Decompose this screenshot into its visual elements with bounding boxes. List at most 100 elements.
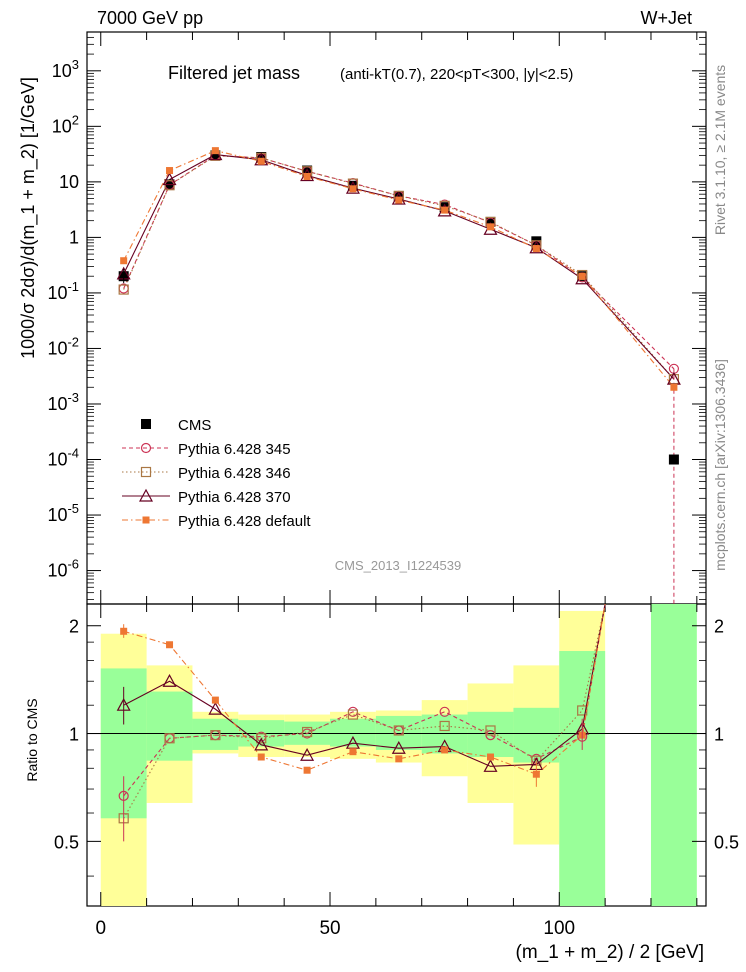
point-pdef xyxy=(532,245,540,253)
main-series-layer xyxy=(116,147,681,604)
legend-label-p370: Pythia 6.428 370 xyxy=(178,489,291,506)
ratio-point-p346 xyxy=(210,730,221,741)
ratio-y-axis-label: Ratio to CMS xyxy=(24,698,40,781)
point-pdef xyxy=(211,147,219,155)
ratio-band-green xyxy=(146,691,193,761)
ratio-point-pdef xyxy=(303,766,311,774)
ratio-point-pdef xyxy=(441,746,449,754)
ratio-y-tick-label-left: 1 xyxy=(69,725,79,745)
main-y-tick-label: 10-3 xyxy=(47,390,79,414)
main-y-tick-label: 103 xyxy=(52,57,79,81)
legend-label-pdef: Pythia 6.428 default xyxy=(178,513,311,530)
ratio-plot-frame xyxy=(86,603,707,907)
point-pdef xyxy=(349,185,357,193)
ratio-y-tick-label-left: 0.5 xyxy=(54,832,79,852)
main-y-tick-label: 10-2 xyxy=(47,334,79,358)
ratio-point-p345 xyxy=(439,706,450,717)
ratio-band-green xyxy=(559,651,606,906)
ratio-band-green-last-bin xyxy=(650,604,697,906)
ratio-line-p345 xyxy=(123,603,606,797)
legend-marker-pdef xyxy=(142,516,150,524)
point-p370 xyxy=(162,172,177,186)
ratio-point-p346 xyxy=(439,720,450,732)
point-pdef xyxy=(486,223,494,231)
ratio-point-p370 xyxy=(300,747,315,761)
point-CMS xyxy=(393,191,404,202)
legend: CMS Pythia 6.428 345 Pythia 6.428 346 Pythi… xyxy=(122,417,311,530)
main-y-tick-label: 10 xyxy=(59,172,79,192)
series-line-p346 xyxy=(123,155,675,380)
series-line-p345 xyxy=(123,154,675,370)
chart-subtitle: (anti-kT(0.7), 220<pT<300, |y|<2.5) xyxy=(340,66,573,83)
ratio-point-p346 xyxy=(301,726,313,738)
point-pdef xyxy=(670,383,678,391)
point-pdef xyxy=(395,196,403,204)
legend-label-CMS: CMS xyxy=(178,417,211,434)
legend-label-p346: Pythia 6.428 346 xyxy=(178,465,291,482)
chart-title: Filtered jet mass xyxy=(168,63,300,83)
point-CMS xyxy=(485,216,496,227)
point-CMS xyxy=(668,454,679,465)
main-y-tick-label: 102 xyxy=(52,112,79,136)
x-tick-label: 100 xyxy=(543,918,575,939)
legend-label-p345: Pythia 6.428 345 xyxy=(178,441,291,458)
ratio-point-p370 xyxy=(254,737,269,751)
point-CMS xyxy=(256,152,267,163)
ratio-point-p346 xyxy=(164,733,175,744)
main-y-tick-label: 10-1 xyxy=(47,279,79,303)
ratio-series-layer xyxy=(116,603,606,842)
ratio-point-pdef xyxy=(211,696,219,704)
point-p346 xyxy=(164,180,175,191)
point-pdef xyxy=(120,257,128,265)
ratio-band-green xyxy=(375,715,422,750)
point-pdef xyxy=(303,172,311,180)
ratio-point-p370 xyxy=(345,735,360,749)
ratio-point-p370 xyxy=(391,740,406,754)
header-process-label: W+Jet xyxy=(640,8,692,28)
ratio-point-pdef xyxy=(486,753,494,761)
ratio-y-tick-label-right: 1 xyxy=(714,725,724,745)
series-line-p370 xyxy=(123,154,675,380)
main-axis-ticks: 10-6 10-5 10-4 10-3 10-2 10-1 1 10 102 103 xyxy=(47,31,706,604)
main-y-axis-label: 1000/σ 2dσ)/d(m_1 + m_2) [1/GeV] xyxy=(18,77,39,359)
analysis-tag: CMS_2013_I1224539 xyxy=(335,558,462,573)
ratio-point-p346 xyxy=(393,725,404,736)
ratio-point-pdef xyxy=(395,755,403,763)
mcplots-reference-label: mcplots.cern.ch [arXiv:1306.3436] xyxy=(712,359,728,571)
point-pdef xyxy=(578,272,586,280)
x-axis-label: (m_1 + m_2) / 2 [GeV] xyxy=(516,942,705,963)
rivet-version-label: Rivet 3.1.10, ≥ 2.1M events xyxy=(712,65,728,235)
series-line-pdef xyxy=(123,150,675,388)
ratio-y-tick-label-right: 2 xyxy=(714,617,724,637)
x-tick-label: 50 xyxy=(319,918,340,939)
ratio-band-green xyxy=(330,718,376,747)
ratio-y-tick-label-left: 2 xyxy=(69,617,79,637)
point-CMS xyxy=(210,150,221,161)
x-tick-label: 0 xyxy=(95,918,106,939)
ratio-y-tick-label-right: 0.5 xyxy=(714,832,739,852)
ratio-band-green xyxy=(513,707,560,763)
legend-marker-p370 xyxy=(138,488,154,502)
main-y-tick-label: 10-5 xyxy=(47,501,79,525)
ratio-point-p370 xyxy=(208,701,223,715)
ratio-point-pdef xyxy=(166,641,174,649)
ratio-point-p346 xyxy=(485,725,496,736)
ratio-point-pdef xyxy=(349,748,357,756)
ratio-point-p370 xyxy=(483,759,498,772)
point-pdef xyxy=(441,206,449,214)
ratio-point-p346 xyxy=(256,733,267,744)
main-y-tick-label: 10-6 xyxy=(47,557,79,581)
point-p346 xyxy=(118,284,129,295)
ratio-band-green xyxy=(192,718,239,750)
legend-marker-p345 xyxy=(140,442,152,454)
ratio-point-pdef xyxy=(257,753,265,761)
main-y-tick-label: 10-4 xyxy=(47,446,79,470)
ratio-line-pdef xyxy=(123,603,606,775)
point-pdef xyxy=(166,167,174,175)
main-y-tick-label: 1 xyxy=(69,227,79,247)
ratio-point-p346 xyxy=(347,709,359,720)
legend-marker-p346 xyxy=(140,466,152,478)
header-energy-label: 7000 GeV pp xyxy=(97,8,203,28)
legend-marker-CMS xyxy=(141,419,151,429)
